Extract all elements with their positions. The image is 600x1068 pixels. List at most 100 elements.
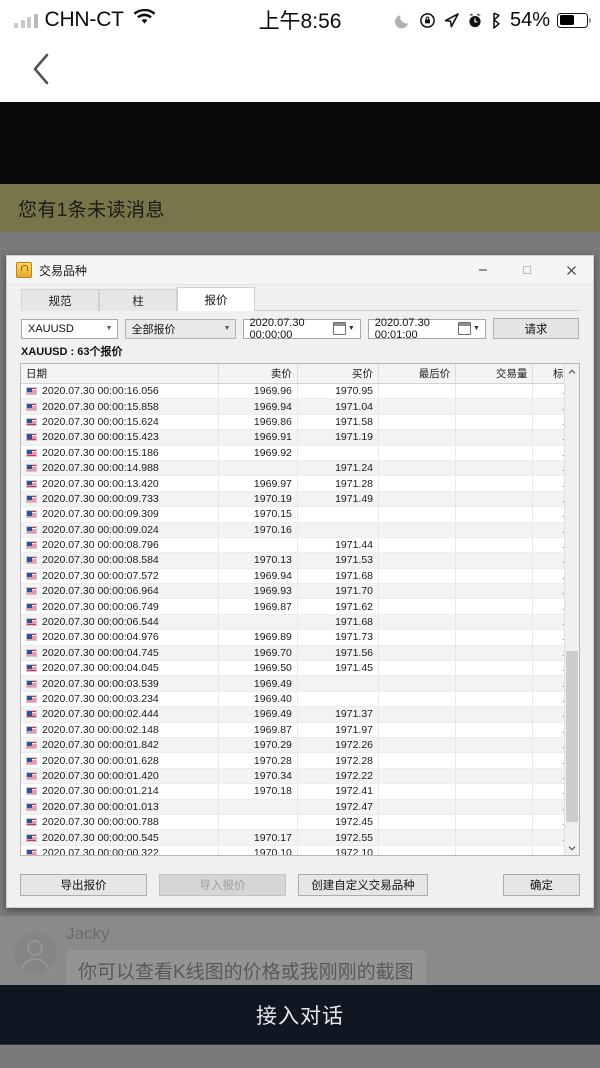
cell-date-text: 2020.07.30 00:00:06.544 [42, 616, 159, 629]
ok-button[interactable]: 确定 [503, 874, 580, 896]
cell-volume [456, 522, 534, 537]
scroll-down-button[interactable] [565, 840, 579, 855]
cell-date-text: 2020.07.30 00:00:07.572 [42, 569, 159, 582]
cell-bid: 1970.95 [298, 384, 380, 399]
maximize-button[interactable] [505, 256, 549, 284]
cell-volume [456, 399, 534, 414]
close-button[interactable] [549, 256, 593, 284]
minimize-button[interactable] [461, 256, 505, 284]
tab-ticks[interactable]: 报价 [177, 287, 255, 311]
flag-icon [26, 602, 37, 611]
chevron-down-icon: ▼ [105, 325, 113, 332]
flag-icon [26, 541, 37, 550]
cell-bid: 1972.41 [298, 784, 380, 799]
date-from-input[interactable]: 2020.07.30 00:00:00 ▼ [242, 316, 361, 341]
symbols-dialog: 交易品种 规范 柱 报价 XAUUSD ▼ 全部报价 ▼ 2020.07.30 [6, 255, 594, 908]
cell-ask [219, 814, 298, 830]
quote-type-select[interactable]: 全部报价 ▼ [124, 318, 236, 339]
cell-last [379, 399, 457, 414]
column-header-last[interactable]: 最后价 [379, 364, 457, 383]
export-quotes-button[interactable]: 导出报价 [20, 874, 147, 896]
cell-bid: 1972.28 [298, 753, 380, 768]
create-custom-symbol-button[interactable]: 创建自定义交易品种 [298, 874, 428, 896]
cell-ask: 1969.70 [219, 645, 298, 661]
cell-bid: 1971.37 [298, 707, 380, 722]
date-to-input[interactable]: 2020.07.30 00:01:00 ▼ [367, 317, 486, 341]
vertical-scrollbar[interactable] [564, 364, 579, 855]
cell-last [379, 753, 457, 768]
tab-bars[interactable]: 柱 [99, 289, 177, 311]
tab-specification[interactable]: 规范 [21, 289, 99, 311]
flag-icon [26, 587, 37, 596]
join-conversation-button[interactable]: 接入对话 [0, 985, 600, 1045]
request-button[interactable]: 请求 [492, 318, 579, 339]
cell-date-text: 2020.07.30 00:00:16.056 [42, 385, 159, 398]
cell-date: 2020.07.30 00:00:04.745 [21, 645, 219, 661]
cell-bid [298, 522, 380, 537]
cell-ask: 1969.40 [219, 691, 298, 707]
cell-date-text: 2020.07.30 00:00:02.444 [42, 708, 159, 721]
chevron-down-icon: ▼ [347, 325, 355, 332]
cell-date: 2020.07.30 00:00:15.624 [21, 414, 219, 430]
column-header-volume[interactable]: 交易量 [456, 364, 534, 383]
cell-bid: 1971.19 [298, 430, 380, 445]
scroll-up-button[interactable] [565, 364, 579, 379]
symbol-select[interactable]: XAUUSD ▼ [21, 318, 118, 339]
cell-date-text: 2020.07.30 00:00:15.423 [42, 431, 159, 444]
cell-ask [219, 537, 298, 553]
cell-bid: 1971.04 [298, 399, 380, 414]
cell-volume [456, 584, 534, 599]
column-header-date[interactable]: 日期 [21, 364, 219, 383]
cell-bid: 1971.58 [298, 414, 380, 430]
unread-message-banner[interactable]: 您有1条未读消息 [0, 184, 600, 232]
cell-ask: 1970.10 [219, 845, 298, 855]
scrollbar-track[interactable] [565, 379, 579, 840]
cell-last [379, 830, 457, 845]
back-button[interactable] [18, 48, 64, 94]
scrollbar-thumb[interactable] [566, 650, 578, 822]
column-header-ask[interactable]: 卖价 [219, 364, 298, 383]
date-from-value: 2020.07.30 00:00:00 [249, 316, 305, 341]
cell-ask: 1969.49 [219, 676, 298, 691]
cell-bid: 1971.97 [298, 722, 380, 737]
dialog-title-bar[interactable]: 交易品种 [7, 256, 593, 285]
cell-date-text: 2020.07.30 00:00:06.964 [42, 585, 159, 598]
cell-date: 2020.07.30 00:00:16.056 [21, 384, 219, 399]
column-header-bid[interactable]: 买价 [298, 364, 380, 383]
calendar-icon [332, 322, 346, 335]
media-band [0, 102, 600, 184]
tab-label: 报价 [204, 294, 228, 307]
cell-volume [456, 645, 534, 661]
